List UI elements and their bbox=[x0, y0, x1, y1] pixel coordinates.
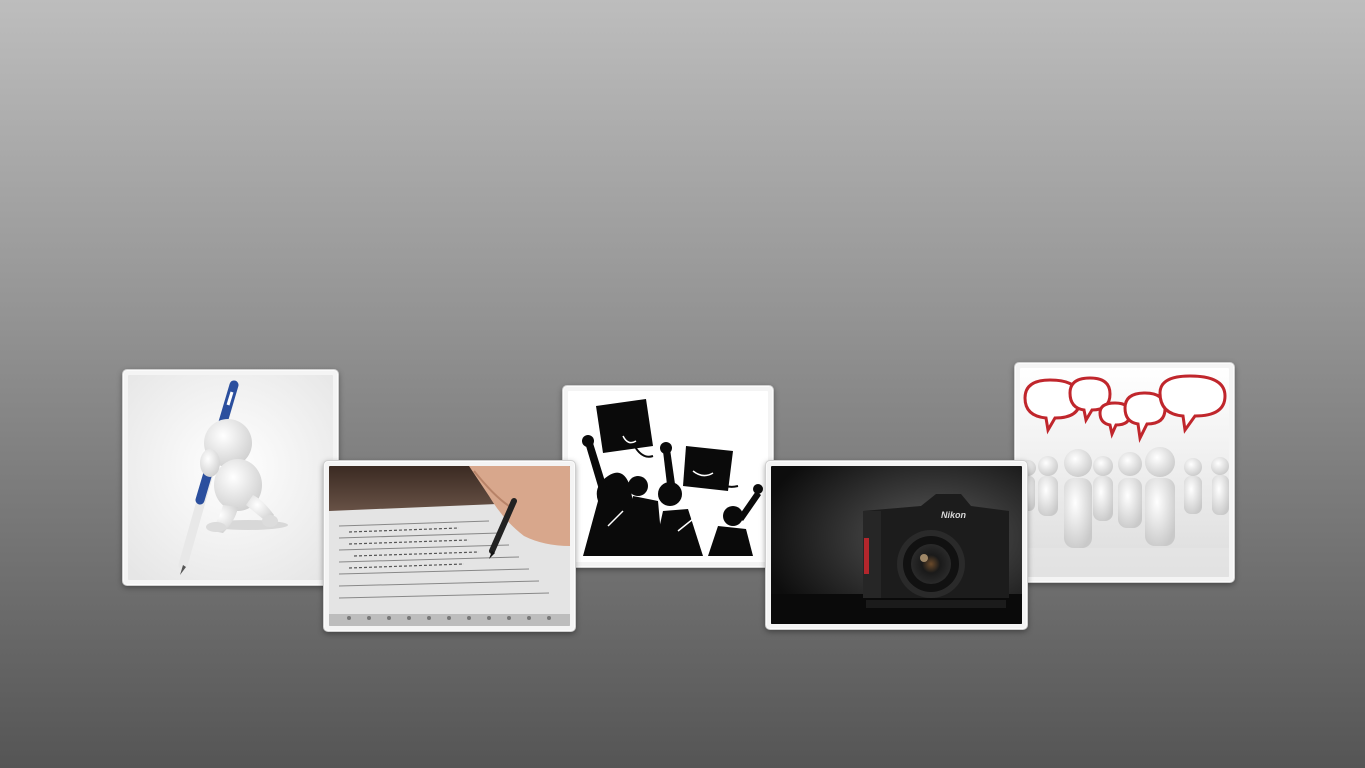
dslr-camera-icon: Nikon bbox=[771, 466, 1022, 624]
graduation-celebration-icon bbox=[568, 391, 768, 562]
photo-card-graduation[interactable] bbox=[562, 385, 774, 568]
camera-brand-label: Nikon bbox=[941, 510, 967, 520]
photo-card-pen-figure[interactable] bbox=[122, 369, 339, 586]
photo-card-notebook[interactable] bbox=[323, 460, 576, 632]
hand-writing-notebook-icon bbox=[329, 466, 570, 626]
3d-figure-with-pen-icon bbox=[128, 375, 333, 580]
photo-card-camera[interactable]: Nikon bbox=[765, 460, 1028, 630]
photo-card-chat-group[interactable] bbox=[1014, 362, 1235, 583]
people-speech-bubbles-icon bbox=[1020, 368, 1229, 577]
